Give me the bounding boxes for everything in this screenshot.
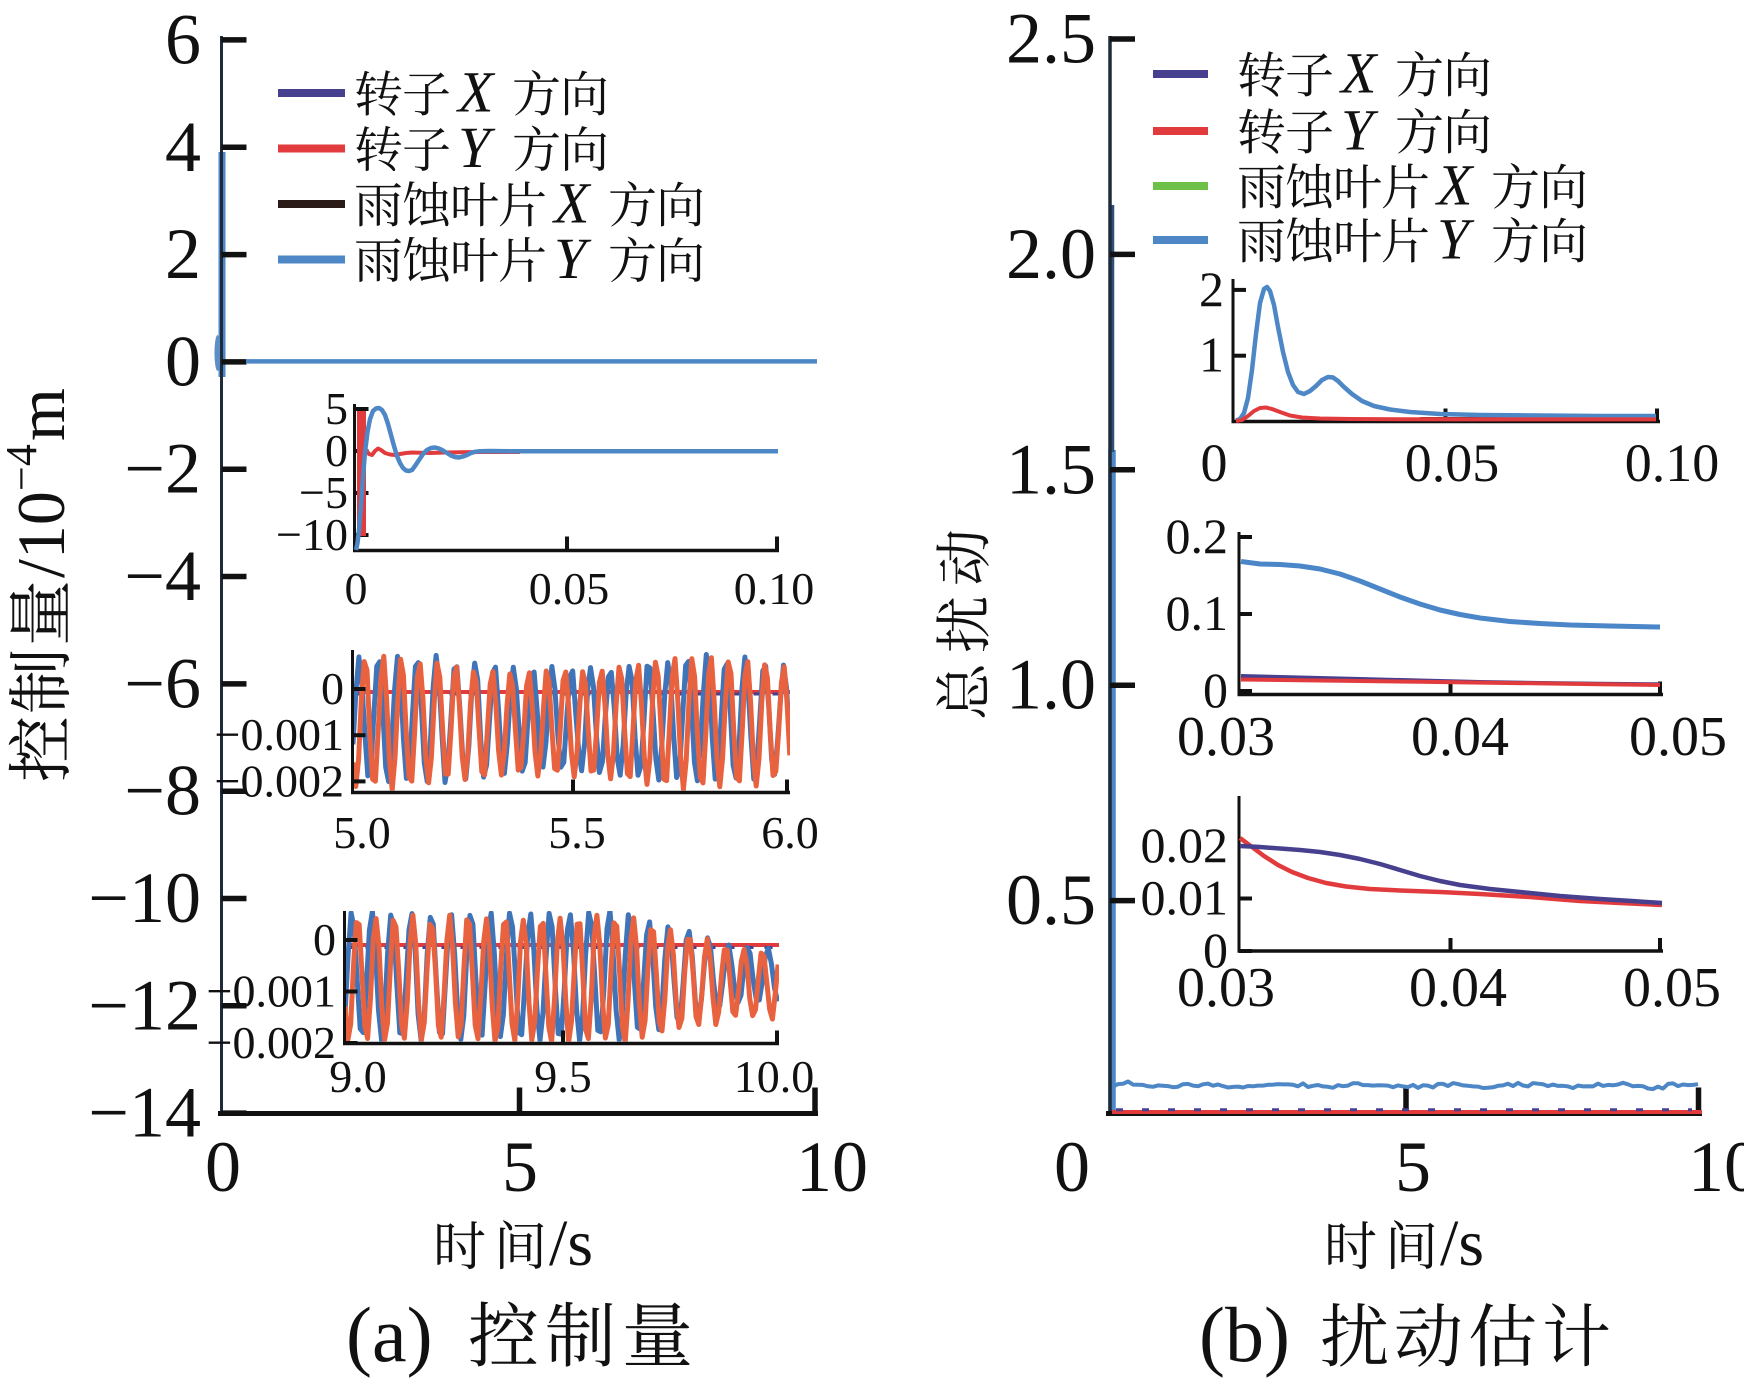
svg-text:X: X	[456, 60, 496, 125]
svg-text:9.0: 9.0	[329, 1051, 387, 1102]
svg-text:10: 10	[1688, 1127, 1744, 1207]
svg-text:10: 10	[796, 1127, 868, 1207]
svg-text:−10: −10	[88, 858, 201, 938]
svg-text:0.10: 0.10	[1625, 433, 1720, 493]
svg-text:2.5: 2.5	[1006, 0, 1096, 79]
svg-text:m: m	[3, 388, 79, 441]
svg-text:1.0: 1.0	[1006, 645, 1096, 725]
svg-text:−2: −2	[124, 429, 201, 509]
svg-text:−4: −4	[124, 536, 201, 616]
svg-text:0: 0	[313, 914, 336, 965]
svg-text:0: 0	[1203, 662, 1228, 718]
svg-text:0.02: 0.02	[1141, 817, 1229, 873]
svg-text:0.03: 0.03	[1177, 957, 1275, 1019]
svg-text:0: 0	[1203, 922, 1228, 978]
svg-text:0.10: 0.10	[734, 563, 815, 614]
svg-text:0.5: 0.5	[1006, 860, 1096, 940]
svg-text:/10: /10	[3, 491, 79, 578]
svg-text:0: 0	[1201, 433, 1228, 493]
svg-text:9.5: 9.5	[534, 1051, 592, 1102]
svg-text:0: 0	[325, 425, 348, 476]
svg-text:−0.001: −0.001	[207, 966, 336, 1017]
svg-text:0: 0	[345, 563, 368, 614]
svg-text:0.05: 0.05	[1629, 706, 1727, 768]
svg-text:5: 5	[325, 383, 348, 434]
svg-text:5.0: 5.0	[333, 807, 391, 858]
svg-text:0.05: 0.05	[1405, 433, 1500, 493]
svg-text:0: 0	[321, 663, 344, 714]
svg-text:Y: Y	[458, 115, 496, 180]
svg-text:−0.002: −0.002	[215, 755, 344, 806]
svg-text:X: X	[1435, 153, 1475, 218]
svg-text:−0.002: −0.002	[207, 1017, 336, 1068]
svg-text:−0.001: −0.001	[215, 709, 344, 760]
svg-text:4: 4	[165, 107, 201, 187]
svg-text:X: X	[1339, 41, 1379, 106]
svg-text:/s: /s	[1440, 1207, 1484, 1280]
svg-text:6.0: 6.0	[761, 807, 819, 858]
svg-text:/s: /s	[549, 1207, 593, 1280]
svg-text:2: 2	[1199, 261, 1224, 317]
svg-text:0: 0	[165, 321, 201, 401]
svg-text:−12: −12	[88, 965, 201, 1045]
svg-text:2: 2	[165, 214, 201, 294]
svg-text:−6: −6	[124, 643, 201, 723]
svg-text:0.01: 0.01	[1141, 870, 1229, 926]
svg-text:0.05: 0.05	[1623, 957, 1721, 1019]
svg-text:Y: Y	[1437, 207, 1475, 272]
svg-text:1: 1	[1199, 327, 1224, 383]
svg-text:1.5: 1.5	[1006, 429, 1096, 509]
svg-text:−8: −8	[124, 751, 201, 831]
svg-text:0.05: 0.05	[529, 563, 610, 614]
svg-text:X: X	[552, 171, 592, 236]
svg-text:5: 5	[1395, 1127, 1431, 1207]
svg-text:−4: −4	[0, 444, 46, 491]
svg-text:0.2: 0.2	[1166, 508, 1229, 564]
svg-text:(a): (a)	[346, 1291, 433, 1378]
svg-text:0.03: 0.03	[1177, 706, 1275, 768]
svg-text:−10: −10	[276, 509, 348, 560]
svg-text:10.0: 10.0	[734, 1051, 815, 1102]
svg-text:2.0: 2.0	[1006, 214, 1096, 294]
svg-text:(b): (b)	[1199, 1291, 1290, 1378]
svg-text:Y: Y	[554, 226, 592, 291]
svg-text:−14: −14	[88, 1073, 201, 1153]
svg-text:6: 6	[165, 0, 201, 79]
svg-text:0.04: 0.04	[1411, 706, 1509, 768]
svg-text:0: 0	[205, 1127, 241, 1207]
svg-text:5: 5	[502, 1127, 538, 1207]
svg-text:0.1: 0.1	[1166, 585, 1229, 641]
svg-text:Y: Y	[1341, 98, 1379, 163]
svg-text:0.04: 0.04	[1409, 957, 1507, 1019]
svg-text:−5: −5	[299, 467, 348, 518]
svg-text:0: 0	[1054, 1127, 1090, 1207]
svg-text:5.5: 5.5	[548, 807, 606, 858]
